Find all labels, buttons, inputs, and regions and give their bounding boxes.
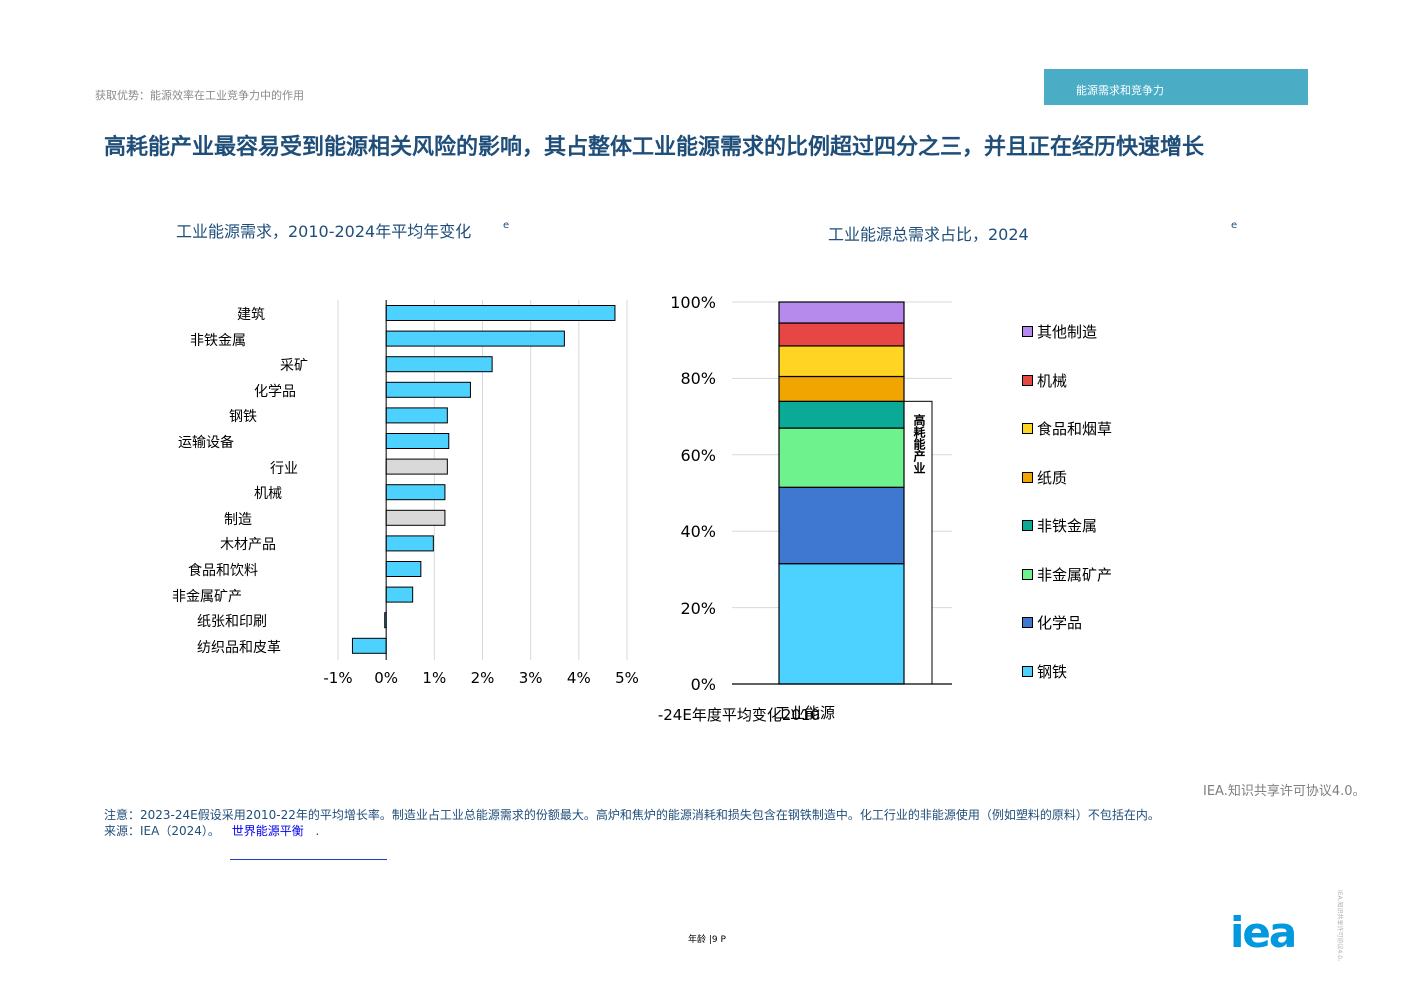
breadcrumb: 获取优势：能源效率在工业竞争力中的作用 <box>95 89 304 102</box>
legend-item-7: 其他制造 <box>1022 321 1097 342</box>
segment-6 <box>778 322 905 347</box>
left-chart-title: 工业能源需求，2010-2024年平均年变化 <box>176 222 472 241</box>
left-chart-title-sup: e <box>503 220 510 231</box>
category-label-12: 纸张和印刷 <box>197 614 267 631</box>
legend-item-2: 非金属矿产 <box>1022 564 1112 585</box>
legend-label: 钢铁 <box>1037 662 1068 681</box>
legend-swatch <box>1022 617 1033 628</box>
category-label-9: 木材产品 <box>220 537 276 554</box>
legend-label: 非铁金属 <box>1037 517 1098 535</box>
x-tick-label-3: 2% <box>470 669 495 687</box>
legend-swatch <box>1022 568 1033 580</box>
category-label-7: 机械 <box>254 486 282 503</box>
legend-item-0: 钢铁 <box>1022 661 1067 682</box>
legend-swatch <box>1022 326 1033 337</box>
legend-label: 非金属矿产 <box>1037 565 1113 584</box>
y-tick-label-5: 100% <box>670 293 716 312</box>
category-label-6: 行业 <box>270 460 298 477</box>
legend-item-1: 化学品 <box>1022 612 1082 633</box>
y-tick-label-4: 80% <box>680 369 716 389</box>
segment-3 <box>778 400 905 429</box>
bracket-label: 高耗能产业 <box>912 414 926 474</box>
x-tick-label-0: -1% <box>323 669 353 687</box>
x-tick-label-2: 1% <box>422 669 447 687</box>
note-text: 注意：2023-24E假设采用2010-22年的平均增长率。制造业占工业总能源需… <box>104 808 1160 822</box>
legend-label: 其他制造 <box>1037 323 1098 341</box>
x-tick-label-1: 0% <box>374 669 399 687</box>
segment-0 <box>778 563 905 685</box>
side-license-text: IEA.知识共享许可协议4.0。 <box>1336 890 1343 966</box>
category-label-11: 非金属矿产 <box>172 588 242 605</box>
right-chart-title-sup: e <box>1231 220 1238 231</box>
source-line: 来源：IEA（2024）。 世界能源平衡 . <box>104 824 320 838</box>
left-bar-chart <box>337 300 628 660</box>
y-tick-label-3: 60% <box>680 445 716 465</box>
legend-label: 纸质 <box>1037 468 1068 487</box>
legend-swatch <box>1022 471 1033 483</box>
iea-logo: iea <box>1230 908 1297 957</box>
x-tick-label-4: 3% <box>518 669 543 687</box>
right-stacked-chart <box>732 301 952 685</box>
legend-swatch <box>1022 423 1033 434</box>
left-chart-xlabel: -24E年度平均变化2010 <box>657 706 820 724</box>
legend-swatch <box>1022 374 1033 386</box>
page-title: 高耗能产业最容易受到能源相关风险的影响，其占整体工业能源需求的比例超过四分之三，… <box>104 135 1205 160</box>
legend-label: 机械 <box>1037 371 1068 390</box>
legend-label: 化学品 <box>1037 614 1083 632</box>
legend-item-4: 纸质 <box>1022 467 1067 488</box>
segment-7 <box>778 301 905 324</box>
y-tick-label-1: 20% <box>680 598 716 618</box>
y-tick-label-2: 40% <box>680 522 716 542</box>
category-label-10: 食品和饮料 <box>188 563 258 579</box>
category-label-5: 运输设备 <box>178 435 234 451</box>
category-label-3: 化学品 <box>254 383 296 400</box>
legend-item-3: 非铁金属 <box>1022 515 1097 536</box>
category-label-13: 纺织品和皮革 <box>197 639 281 656</box>
footnote: 注意：2023-24E假设采用2010-22年的平均增长率。制造业占工业总能源需… <box>104 807 1160 839</box>
segment-1 <box>778 486 905 565</box>
x-tick-label-6: 5% <box>615 669 639 687</box>
category-label-4: 钢铁 <box>229 409 257 426</box>
source-link[interactable]: 世界能源平衡 <box>231 824 304 838</box>
section-tab[interactable]: 能源需求和竞争力 <box>1044 69 1308 105</box>
legend-swatch <box>1022 665 1033 677</box>
category-label-1: 非铁金属 <box>190 332 246 349</box>
category-label-2: 采矿 <box>280 358 308 375</box>
legend-label: 食品和烟草 <box>1037 420 1113 438</box>
right-chart-title: 工业能源总需求占比，2024 <box>828 225 1029 244</box>
category-label-8: 制造 <box>224 511 252 528</box>
legend-item-6: 机械 <box>1022 370 1067 391</box>
link-underline <box>230 859 387 860</box>
segment-4 <box>778 375 905 402</box>
segment-2 <box>778 427 905 488</box>
segment-5 <box>778 345 905 378</box>
legend-item-5: 食品和烟草 <box>1022 418 1112 439</box>
y-tick-label-0: 0% <box>690 675 716 694</box>
page-number: 年龄 |9 P <box>688 935 726 945</box>
legend-swatch <box>1022 520 1033 531</box>
right-chart-category: 工业能源 <box>775 704 836 722</box>
x-tick-label-5: 4% <box>566 669 591 687</box>
category-label-0: 建筑 <box>237 307 265 323</box>
license-text: IEA.知识共享许可协议4.0。 <box>1203 784 1366 799</box>
